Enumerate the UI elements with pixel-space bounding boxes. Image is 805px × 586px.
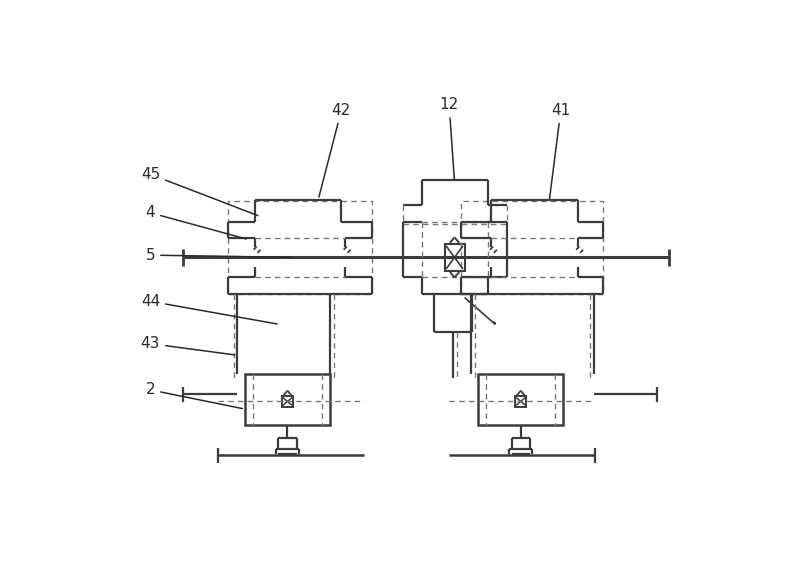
Bar: [515, 396, 526, 407]
Text: 42: 42: [319, 103, 351, 197]
Text: 41: 41: [550, 103, 571, 199]
Text: 43: 43: [141, 336, 234, 355]
Text: 45: 45: [141, 167, 258, 216]
Text: 5: 5: [146, 248, 292, 263]
Text: 4: 4: [146, 205, 246, 239]
Text: 44: 44: [141, 294, 277, 324]
Bar: [460, 201, 603, 294]
Bar: [282, 396, 293, 407]
Bar: [478, 374, 564, 424]
Bar: [444, 244, 464, 271]
Bar: [228, 201, 372, 294]
Text: 2: 2: [146, 383, 242, 408]
Text: 12: 12: [440, 97, 459, 179]
Bar: [245, 374, 330, 424]
